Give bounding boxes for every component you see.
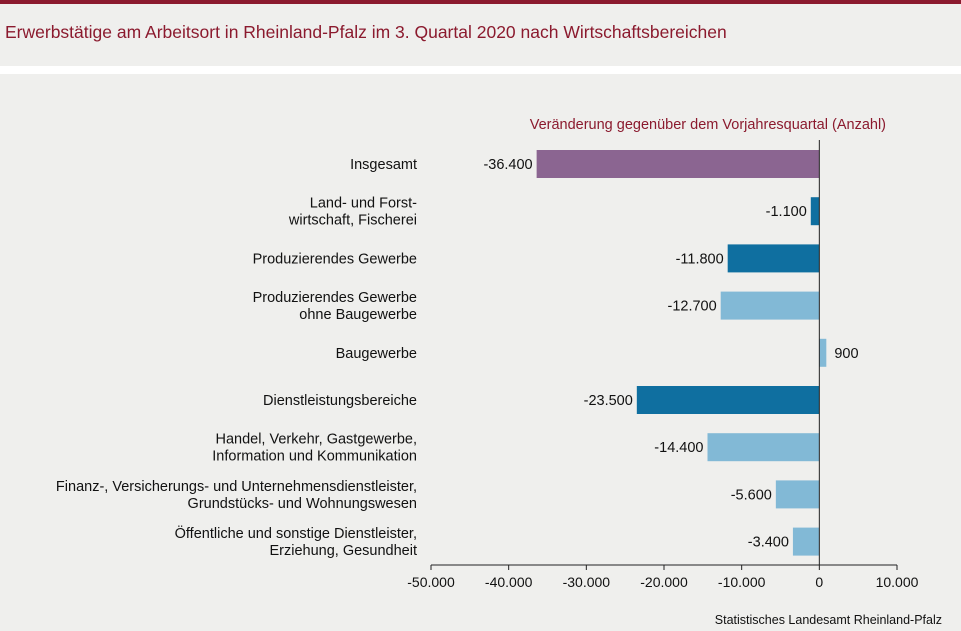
category-label: wirtschaft, Fischerei: [288, 213, 417, 229]
x-axis: -50.000 -40.000 -30.000 -20.000 -10.000 0 10.0…: [407, 140, 919, 590]
category-label: Handel, Verkehr, Gastgewerbe,: [215, 432, 417, 448]
axis-title: Veränderung gegenüber dem Vorjahresquart…: [530, 117, 886, 133]
value-label: -12.700: [668, 299, 717, 315]
value-label: -23.500: [584, 393, 633, 409]
category-label: Dienstleistungsbereiche: [263, 393, 417, 409]
category-label: Erziehung, Gesundheit: [269, 543, 417, 559]
x-tick-label: 0: [815, 574, 823, 590]
value-label: -14.400: [654, 440, 703, 456]
value-label: -36.400: [483, 157, 532, 173]
bar: [720, 291, 820, 320]
bar: [810, 197, 820, 226]
bar: [707, 433, 820, 462]
value-label: 900: [834, 346, 858, 362]
x-tick-label: -10.000: [718, 574, 766, 590]
category-label: ohne Baugewerbe: [299, 307, 417, 323]
bars-group: Insgesamt -36.400 Land- und Forst-wirtscha…: [56, 150, 859, 559]
value-label: -11.800: [676, 251, 724, 267]
x-tick-label: 10.000: [876, 574, 919, 590]
top-rule: [0, 0, 961, 4]
category-label: Öffentliche und sonstige Dienstleister,: [175, 524, 417, 542]
x-tick-label: -40.000: [485, 574, 533, 590]
category-label: Information und Kommunikation: [212, 449, 417, 465]
source-note: Statistisches Landesamt Rheinland-Pfalz: [715, 613, 942, 627]
category-label: Land- und Forst-: [310, 196, 417, 212]
category-label: Grundstücks- und Wohnungswesen: [188, 496, 417, 512]
value-label: -1.100: [766, 204, 807, 220]
category-label: Produzierendes Gewerbe: [253, 251, 417, 267]
bar: [775, 480, 820, 509]
title-separator: [0, 66, 961, 74]
bar: [792, 527, 820, 556]
chart-title: Erwerbstätige am Arbeitsort in Rheinland…: [5, 22, 727, 42]
category-label: Insgesamt: [350, 157, 417, 173]
bar: [819, 338, 827, 367]
x-tick-label: -20.000: [640, 574, 688, 590]
bar: [536, 150, 820, 178]
value-label: -3.400: [748, 535, 789, 551]
value-label: -5.600: [731, 487, 772, 503]
x-tick-label: -30.000: [563, 574, 611, 590]
x-tick-label: -50.000: [407, 574, 455, 590]
category-label: Baugewerbe: [336, 346, 417, 362]
bar: [727, 244, 820, 273]
bar: [636, 386, 820, 414]
category-label: Produzierendes Gewerbe: [253, 290, 417, 306]
category-label: Finanz-, Versicherungs- und Unternehmens…: [56, 479, 417, 495]
